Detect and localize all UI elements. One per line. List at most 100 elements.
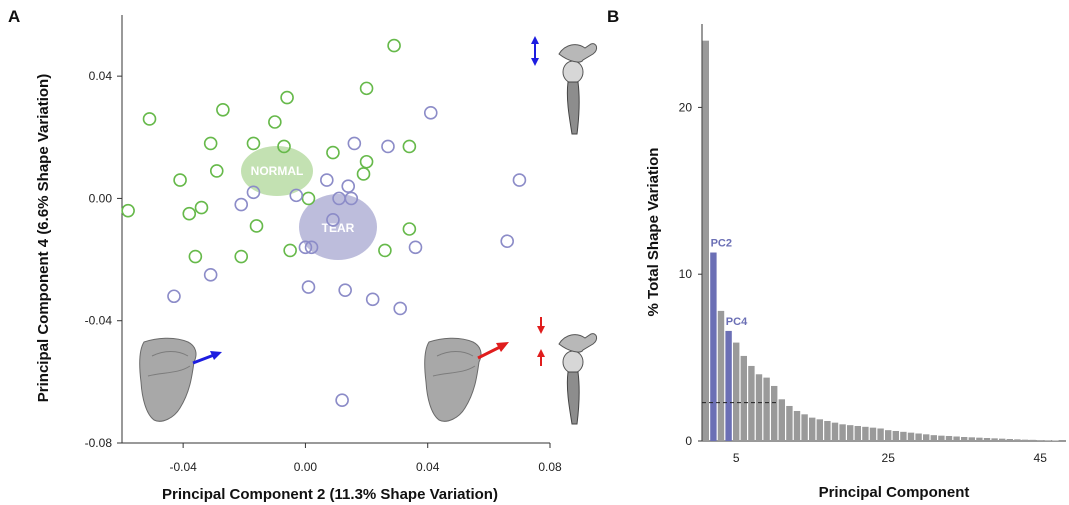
bar xyxy=(1014,439,1021,441)
bar xyxy=(1052,440,1059,441)
normal-data-point xyxy=(402,139,417,154)
scatter-points xyxy=(121,38,527,408)
normal-data-point xyxy=(188,249,203,264)
bar xyxy=(1029,439,1036,441)
normal-data-point xyxy=(301,191,316,206)
normal-data-point xyxy=(216,102,230,117)
normal-data-point xyxy=(173,173,187,187)
tear-data-point xyxy=(500,234,515,249)
bar-y-tick-label: 0 xyxy=(685,434,692,448)
highlighted-bar xyxy=(710,252,717,441)
bar xyxy=(831,422,839,441)
highlighted-bar xyxy=(725,330,732,441)
normal-data-point xyxy=(182,206,197,221)
scatter-plot: NORMAL TEAR -0.04 0.00 0.04 0.080.040.00-0.… xyxy=(85,15,562,474)
bar xyxy=(961,436,968,441)
bar xyxy=(999,438,1006,441)
bar xyxy=(702,40,709,442)
pc-annotation-label: PC4 xyxy=(726,316,748,328)
bar xyxy=(793,410,801,441)
tear-data-point xyxy=(246,185,261,200)
red-arrow-icon xyxy=(477,342,509,360)
normal-data-point xyxy=(359,81,374,96)
normal-data-point xyxy=(203,136,218,151)
scapula-icon xyxy=(424,337,482,422)
bar xyxy=(733,342,740,441)
bar xyxy=(740,355,747,441)
tear-data-point xyxy=(167,289,181,304)
tear-data-point xyxy=(234,197,249,212)
y-tick-label: 0.00 xyxy=(89,191,113,205)
normal-data-point xyxy=(249,219,264,233)
glenohumeral-joint-icon xyxy=(558,333,598,425)
bar xyxy=(854,425,861,441)
normal-data-point xyxy=(387,38,401,53)
bar-x-tick-label: 5 xyxy=(733,451,740,465)
y-tick-label: -0.08 xyxy=(85,436,113,450)
bar xyxy=(748,365,755,441)
tear-data-point xyxy=(301,280,316,294)
bar xyxy=(809,417,816,441)
y-tick-label: 0.04 xyxy=(89,69,113,83)
normal-data-point xyxy=(194,200,209,215)
normal-data-point xyxy=(234,249,249,264)
bar-chart: 5 25 45 0 10 20 PC2 PC4 xyxy=(679,24,1066,465)
panel-b-letter: B xyxy=(607,7,619,26)
x-tick-label: 0.08 xyxy=(538,460,562,474)
bar-x-axis-title: Principal Component xyxy=(819,484,970,501)
bar xyxy=(771,385,778,441)
bar xyxy=(847,425,854,441)
glenohumeral-joint-icon xyxy=(558,43,598,135)
bar xyxy=(877,428,884,441)
normal-data-point xyxy=(280,90,294,105)
scatter-y-axis-title: Principal Component 4 (6.6% Shape Variat… xyxy=(35,74,52,402)
tear-data-point xyxy=(393,301,408,316)
tear-data-point xyxy=(320,173,334,187)
bar xyxy=(755,374,763,441)
cluster-ellipses: NORMAL TEAR xyxy=(241,146,377,260)
tear-data-point xyxy=(381,139,395,154)
bar xyxy=(824,420,831,441)
normal-data-point xyxy=(142,112,157,126)
bar-annotations: PC2 PC4 xyxy=(711,238,748,328)
x-tick-label: 0.00 xyxy=(294,460,318,474)
bar xyxy=(938,435,945,441)
tear-data-point xyxy=(289,188,304,203)
bar xyxy=(1006,438,1013,441)
normal-data-point xyxy=(283,243,297,258)
normal-data-point xyxy=(277,139,291,154)
bar-y-tick-label: 10 xyxy=(679,267,693,281)
bar xyxy=(892,430,899,441)
normal-data-point xyxy=(246,136,261,151)
bars xyxy=(702,40,1059,442)
pc-annotation-label: PC2 xyxy=(711,238,732,250)
tear-data-point xyxy=(365,292,380,307)
normal-cluster-ellipse xyxy=(241,146,313,196)
tear-data-point xyxy=(423,106,438,120)
bar xyxy=(1044,440,1051,441)
bar-x-tick-label: 45 xyxy=(1034,451,1048,465)
tear-data-point xyxy=(512,173,527,187)
bar xyxy=(953,436,960,441)
tear-cluster-ellipse xyxy=(299,194,377,260)
bar xyxy=(923,434,930,441)
tear-data-point xyxy=(326,213,340,227)
bar xyxy=(786,405,793,441)
bar xyxy=(816,419,823,441)
tear-data-point xyxy=(408,240,423,255)
tear-data-point xyxy=(347,136,362,151)
bar xyxy=(862,426,869,441)
bar xyxy=(907,432,915,441)
tear-data-point xyxy=(304,240,319,255)
bar xyxy=(1021,439,1029,441)
y-tick-label: -0.04 xyxy=(85,314,113,328)
tear-data-point xyxy=(335,393,349,408)
tear-data-point xyxy=(338,283,352,297)
normal-data-point xyxy=(378,243,392,258)
bar-y-axis-title: % Total Shape Variation xyxy=(645,148,662,317)
bar xyxy=(991,438,998,441)
scatter-x-axis-title: Principal Component 2 (11.3% Shape Varia… xyxy=(162,486,498,503)
bar-ticks: 5 25 45 0 10 20 xyxy=(679,100,1048,465)
scapula-icon xyxy=(139,337,197,422)
